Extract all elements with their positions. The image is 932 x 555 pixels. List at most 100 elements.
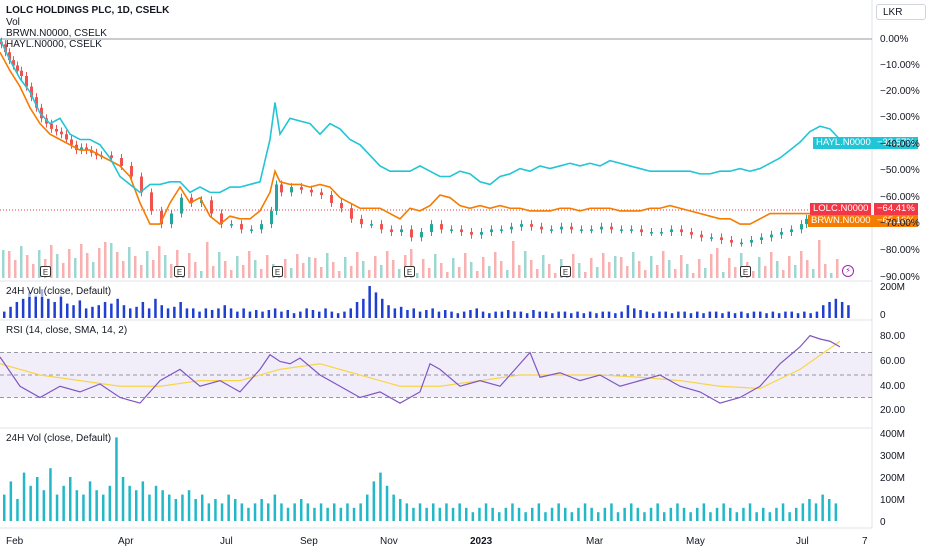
vol2-bar xyxy=(498,512,501,521)
candle xyxy=(650,232,653,234)
volume-bar xyxy=(32,264,35,278)
vol-bar xyxy=(147,308,151,318)
x-tick: May xyxy=(686,536,705,547)
compare-2-legend[interactable]: HAYL.N0000, CSELK xyxy=(6,39,102,50)
candle xyxy=(700,234,703,238)
candle xyxy=(600,226,603,230)
candle xyxy=(640,229,643,233)
vol2-bar xyxy=(722,503,725,521)
vol-bar xyxy=(456,313,460,318)
vol2-axis-tick: 400M xyxy=(880,429,906,440)
vol2-bar xyxy=(253,503,257,521)
candle xyxy=(12,60,15,66)
vol-bar xyxy=(437,311,441,318)
vol2-bar xyxy=(636,507,640,521)
candle xyxy=(570,226,573,230)
vol-legend[interactable]: Vol xyxy=(6,17,20,28)
vol2-bar xyxy=(121,477,125,521)
candle xyxy=(470,232,473,235)
vol2-bar xyxy=(491,507,494,521)
vol-bar xyxy=(752,311,756,318)
vol-bar xyxy=(645,311,649,318)
vol-bar xyxy=(444,310,447,318)
vol-bar xyxy=(280,311,283,318)
vol2-bar xyxy=(834,503,838,521)
earnings-marker[interactable]: E xyxy=(174,266,185,277)
vol2-bar xyxy=(801,503,805,521)
vol-bar xyxy=(91,306,94,318)
candle xyxy=(410,229,413,238)
rsi-axis-tick: 40.00 xyxy=(880,381,906,392)
earnings-marker[interactable]: E xyxy=(404,266,415,277)
candle xyxy=(420,232,423,238)
volume-bar xyxy=(80,244,83,278)
brwn-value-tag: −65.16% xyxy=(874,215,918,227)
vol-bar xyxy=(570,313,573,318)
vol-bar xyxy=(28,292,31,318)
volume-bar xyxy=(242,265,245,278)
volume-bar xyxy=(410,249,413,278)
vol-bar xyxy=(815,311,819,318)
vol-bar xyxy=(72,305,75,318)
vol-bar xyxy=(217,308,220,318)
volume-bar xyxy=(110,243,113,278)
candle xyxy=(380,224,383,230)
volume-bar xyxy=(518,265,521,278)
candle xyxy=(530,224,533,227)
volume-bar xyxy=(770,252,773,278)
volume-bar xyxy=(686,264,689,278)
volume-bar xyxy=(374,256,377,278)
vol2-bar xyxy=(696,507,699,521)
y-tick: −70.00% xyxy=(880,218,920,229)
volume-bar xyxy=(74,258,77,278)
vol2-bar xyxy=(207,503,211,521)
vol-bar xyxy=(21,298,25,318)
earnings-marker[interactable]: E xyxy=(560,266,571,277)
vol2-bar xyxy=(234,499,237,521)
candle xyxy=(50,123,53,129)
candle xyxy=(770,234,773,238)
vol-bar xyxy=(210,310,214,318)
candle xyxy=(130,165,133,177)
vol-bar xyxy=(141,302,145,318)
candle xyxy=(55,128,58,132)
vol-bar xyxy=(834,298,838,318)
volume-bar xyxy=(650,256,653,278)
volume-bar xyxy=(554,273,557,278)
earnings-marker[interactable]: E xyxy=(40,266,51,277)
vol2-bar xyxy=(504,507,508,521)
vol2-bar xyxy=(643,512,646,521)
volume-bar xyxy=(500,261,503,278)
vol2-bar xyxy=(616,512,620,521)
vol-pane-label[interactable]: 24H Vol (close, Default) xyxy=(6,286,112,297)
vol2-bar xyxy=(339,507,343,521)
vol2-bar xyxy=(273,494,277,521)
volume-bar xyxy=(548,264,551,278)
candle xyxy=(400,229,403,233)
earnings-marker[interactable]: E xyxy=(740,266,751,277)
brwn-name-tag: BRWN.N0000 xyxy=(808,215,874,227)
candle xyxy=(580,229,583,231)
lightning-icon[interactable]: ⚡ xyxy=(842,265,854,277)
volume-bar xyxy=(248,251,251,278)
volume-bar xyxy=(800,251,803,278)
vol2-bar xyxy=(161,490,164,521)
main-symbol-legend[interactable]: LOLC HOLDINGS PLC, 1D, CSELK xyxy=(6,5,170,16)
vol2-pane-label[interactable]: 24H Vol (close, Default) xyxy=(6,433,112,444)
volume-bar xyxy=(692,273,695,278)
rsi-pane-label[interactable]: RSI (14, close, SMA, 14, 2) xyxy=(6,325,128,336)
vol2-bar xyxy=(663,512,666,521)
volume-bar xyxy=(20,246,23,278)
currency-selector[interactable]: LKR xyxy=(876,4,926,20)
candle xyxy=(680,229,683,233)
vol-bar xyxy=(500,311,504,318)
compare-1-legend[interactable]: BRWN.N0000, CSELK xyxy=(6,28,107,39)
earnings-marker[interactable]: E xyxy=(272,266,283,277)
vol-bar xyxy=(746,313,749,318)
volume-bar xyxy=(350,266,353,278)
volume-bar xyxy=(734,267,737,278)
volume-bar xyxy=(392,260,395,278)
candle xyxy=(660,232,663,234)
